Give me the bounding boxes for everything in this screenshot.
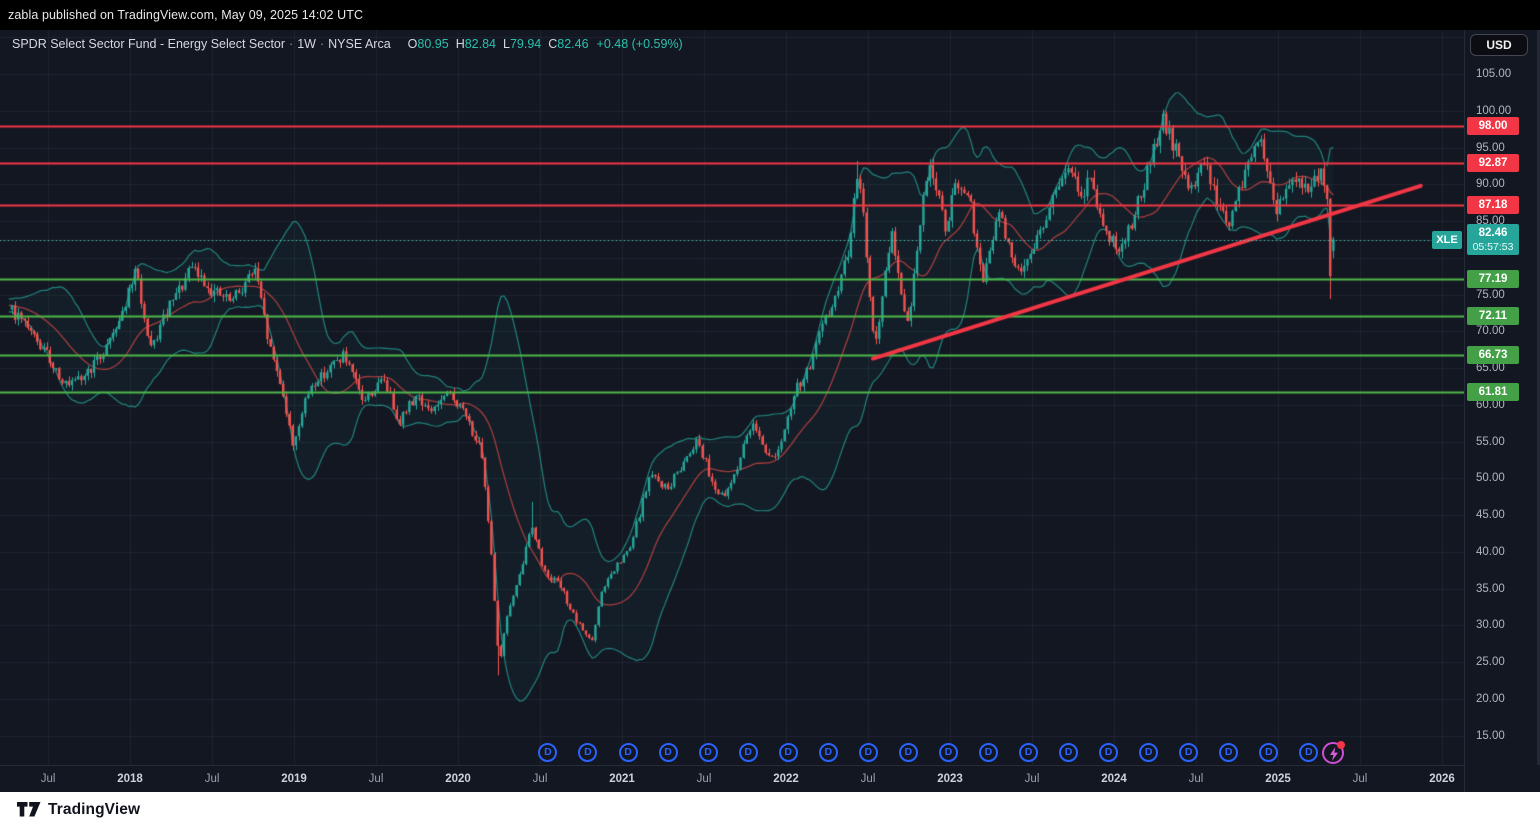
- time-axis-label: 2018: [117, 773, 143, 785]
- chart-area: SPDR Select Sector Fund - Energy Select …: [0, 30, 1540, 792]
- price-axis-tick: 45.00: [1476, 509, 1505, 522]
- price-axis-tick: 95.00: [1476, 141, 1505, 154]
- time-axis-label: Jul: [1352, 773, 1368, 785]
- ohlc-open-value: 80.95: [417, 37, 449, 51]
- publish-banner: zabla published on TradingView.com, May …: [0, 0, 1540, 30]
- dividend-icon[interactable]: D: [1099, 743, 1119, 762]
- price-axis-tick: 100.00: [1476, 104, 1512, 117]
- time-axis-label: 2024: [1101, 773, 1127, 785]
- price-axis[interactable]: USD 105.00 100.00 95.00 90.00 85.00 75.00 70.0…: [1464, 30, 1540, 792]
- price-axis-tick: 40.00: [1476, 545, 1505, 558]
- support-level-label[interactable]: 72.11: [1467, 306, 1519, 325]
- tradingview-logo[interactable]: TradingView: [17, 801, 140, 819]
- price-axis-tick: 15.00: [1476, 729, 1505, 742]
- price-axis-tick: 50.00: [1476, 472, 1505, 485]
- publish-banner-text: zabla published on TradingView.com, May …: [8, 8, 364, 22]
- time-axis-label: 2021: [609, 773, 635, 785]
- ohlc-high-value: 82.84: [464, 37, 496, 51]
- price-axis-tick: 60.00: [1476, 398, 1505, 411]
- dividend-icon[interactable]: D: [898, 743, 918, 762]
- dividend-icon[interactable]: D: [578, 743, 598, 762]
- dividend-icon[interactable]: D: [938, 743, 958, 762]
- dividend-icon[interactable]: D: [698, 743, 718, 762]
- time-axis-label: Jul: [1024, 773, 1040, 785]
- support-level-label[interactable]: 66.73: [1467, 346, 1519, 365]
- resistance-level-label[interactable]: 98.00: [1467, 116, 1519, 135]
- dividend-icon[interactable]: D: [1059, 743, 1079, 762]
- time-axis-label: Jul: [1188, 773, 1204, 785]
- ohlc-values: O80.95 H82.84 L79.94 C82.46: [401, 37, 589, 51]
- time-axis-label: Jul: [368, 773, 384, 785]
- time-axis-label: 2023: [937, 773, 963, 785]
- time-axis-label: 2019: [281, 773, 307, 785]
- time-axis-label: Jul: [860, 773, 876, 785]
- support-level-label[interactable]: 77.19: [1467, 269, 1519, 288]
- tradingview-logo-text: TradingView: [48, 800, 141, 818]
- price-axis-tick: 90.00: [1476, 178, 1505, 191]
- dividend-icon[interactable]: D: [778, 743, 798, 762]
- price-axis-tick: 55.00: [1476, 435, 1505, 448]
- dividend-icon[interactable]: D: [1139, 743, 1159, 762]
- lightning-bolt-icon: [1329, 746, 1338, 761]
- last-price-label[interactable]: 82.46 05:57:53: [1467, 224, 1519, 256]
- scroll-edge-strip: [1537, 30, 1540, 765]
- time-axis[interactable]: Jul 2018 Jul 2019 Jul 2020 Jul 2021 Jul 2022 Jul 20…: [0, 765, 1464, 792]
- dividend-icon[interactable]: D: [818, 743, 838, 762]
- last-price-value: 82.46: [1478, 227, 1508, 240]
- price-axis-tick: 30.00: [1476, 619, 1505, 632]
- dividend-icon[interactable]: D: [978, 743, 998, 762]
- exchange-label: NYSE Arca: [328, 37, 391, 51]
- change-value: +0.48 (+0.59%): [596, 37, 683, 51]
- dividend-icon[interactable]: D: [538, 743, 558, 762]
- dividend-icon[interactable]: D: [1299, 743, 1319, 762]
- dividend-icon[interactable]: D: [1018, 743, 1038, 762]
- resistance-level-label[interactable]: 87.18: [1467, 196, 1519, 215]
- legend-separator: ·: [289, 37, 294, 51]
- tradingview-logo-icon: [17, 802, 41, 817]
- price-chart-canvas[interactable]: [0, 30, 1464, 765]
- price-axis-tick: 20.00: [1476, 692, 1505, 705]
- ohlc-open-letter: O: [407, 37, 418, 51]
- ohlc-close-letter: C: [548, 37, 558, 51]
- footer: TradingView: [0, 792, 1540, 827]
- dividend-icon[interactable]: D: [658, 743, 678, 762]
- interval-label[interactable]: 1W: [297, 37, 316, 51]
- price-axis-tick: 65.00: [1476, 362, 1505, 375]
- price-axis-tick: 85.00: [1476, 215, 1505, 228]
- time-axis-label: 2022: [773, 773, 799, 785]
- flash-events-icon[interactable]: [1321, 740, 1345, 764]
- price-axis-tick: 25.00: [1476, 656, 1505, 669]
- symbol-title[interactable]: SPDR Select Sector Fund - Energy Select …: [12, 37, 286, 51]
- price-axis-tick: 35.00: [1476, 582, 1505, 595]
- currency-button[interactable]: USD: [1470, 34, 1528, 56]
- dividend-icon[interactable]: D: [1179, 743, 1199, 762]
- dividend-icon[interactable]: D: [618, 743, 638, 762]
- bar-countdown: 05:57:53: [1472, 241, 1514, 254]
- symbol-price-flag: XLE: [1432, 230, 1462, 249]
- dividend-icon[interactable]: D: [738, 743, 758, 762]
- dividend-icon[interactable]: D: [858, 743, 878, 762]
- ohlc-low-value: 79.94: [509, 37, 542, 51]
- notification-dot: [1336, 740, 1345, 749]
- dividend-icon[interactable]: D: [1219, 743, 1239, 762]
- price-axis-tick: 70.00: [1476, 325, 1505, 338]
- price-axis-tick: 75.00: [1476, 288, 1505, 301]
- time-axis-label: Jul: [696, 773, 712, 785]
- chart-legend: SPDR Select Sector Fund - Energy Select …: [12, 37, 683, 55]
- price-axis-tick: 105.00: [1476, 68, 1512, 81]
- time-axis-label: 2020: [445, 773, 471, 785]
- ohlc-high-letter: H: [455, 37, 465, 51]
- dividend-icon[interactable]: D: [1259, 743, 1279, 762]
- resistance-level-label[interactable]: 92.87: [1467, 154, 1519, 173]
- ohlc-low-letter: L: [503, 37, 510, 51]
- time-axis-label: Jul: [204, 773, 220, 785]
- ohlc-close-value: 82.46: [557, 37, 589, 51]
- time-axis-label: Jul: [40, 773, 56, 785]
- support-level-label[interactable]: 61.81: [1467, 382, 1519, 401]
- legend-separator: ·: [319, 37, 325, 51]
- time-axis-label: Jul: [532, 773, 548, 785]
- time-axis-label: 2026: [1429, 773, 1455, 785]
- time-axis-label: 2025: [1265, 773, 1291, 785]
